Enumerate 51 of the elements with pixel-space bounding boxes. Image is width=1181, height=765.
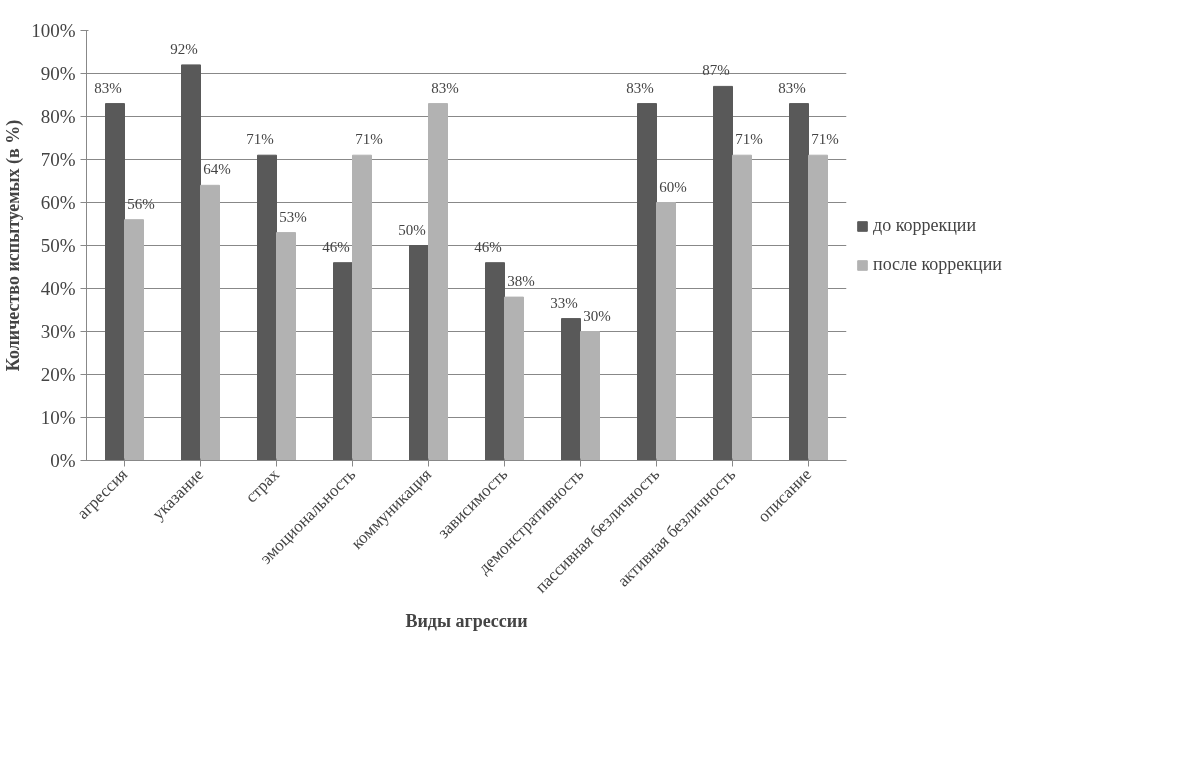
data-label: 50% [398,221,426,238]
data-label: 71% [246,131,274,148]
bar [580,331,600,461]
data-label: 33% [550,294,578,311]
data-label: 64% [203,161,231,178]
data-label: 83% [626,79,654,96]
data-label: 83% [778,79,806,96]
data-label: 71% [355,131,383,148]
data-label: 71% [811,131,839,148]
bar [200,184,220,461]
bar [789,103,809,461]
y-tick-label: 10% [40,407,76,428]
data-label: 83% [94,79,122,96]
data-label: 60% [659,178,687,195]
data-label: 30% [583,307,611,324]
bar [561,318,581,461]
data-label: 71% [735,131,763,148]
y-axis-title: Количество испытуемых (в %) [3,119,25,372]
x-axis-title: Виды агрессии [405,611,528,632]
bar [713,85,733,461]
y-tick-label: 50% [40,235,76,256]
bar [105,103,125,461]
legend-label: до коррекции [873,215,977,236]
bar [637,103,657,461]
bar [504,296,524,461]
bar [352,154,372,461]
y-tick-label: 0% [50,450,76,471]
data-label: 53% [279,208,307,225]
data-label: 38% [507,273,535,290]
y-tick-label: 30% [40,321,76,342]
bar [333,262,353,461]
bar [428,103,448,461]
legend-label: после коррекции [873,254,1003,275]
data-label: 83% [431,79,459,96]
bar [485,262,505,461]
bar [124,219,144,461]
y-tick-label: 80% [40,106,76,127]
bar [656,202,676,461]
y-tick-label: 100% [31,20,76,41]
data-label: 92% [170,40,198,57]
bar [181,64,201,461]
y-tick-label: 40% [40,278,76,299]
y-tick-label: 70% [40,149,76,170]
y-tick-label: 90% [40,63,76,84]
y-tick-label: 60% [40,192,76,213]
bar [276,232,296,461]
bar [808,154,828,461]
y-tick-label: 20% [40,364,76,385]
bar [732,154,752,461]
bar [409,245,429,461]
bar [257,154,277,461]
